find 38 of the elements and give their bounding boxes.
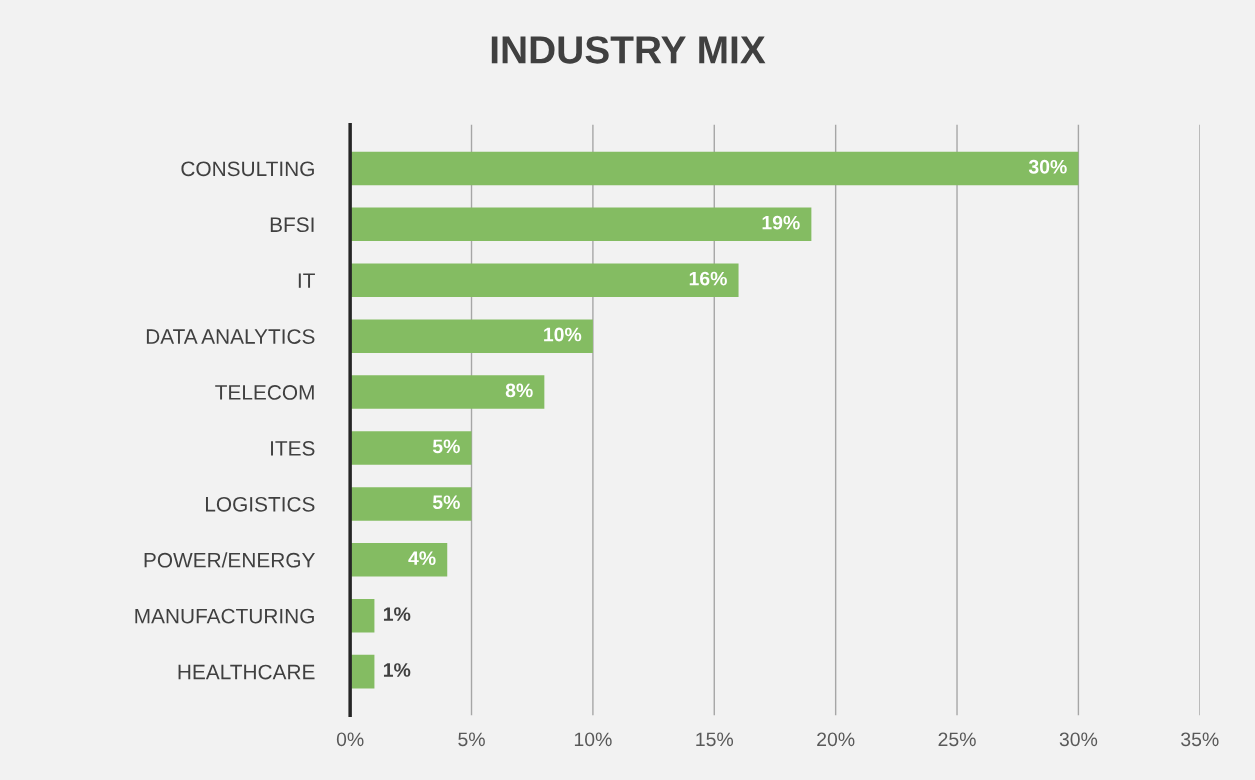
x-tick-label: 20% [817,732,855,747]
bar [350,543,448,577]
bar [350,263,739,298]
y-tick-label: CONSULTING [181,161,314,177]
data-label: 10% [544,327,582,342]
bar [350,598,375,633]
y-tick-label: HEALTHCARE [178,664,315,680]
x-tick-label: 35% [1181,732,1219,747]
x-tick-label: 25% [938,732,976,747]
bar [350,319,593,353]
data-label: 19% [762,215,800,230]
data-label: 16% [689,271,727,286]
bar [350,375,545,409]
data-label: 5% [432,495,460,510]
x-tick-label: 5% [458,732,485,747]
y-tick-label: DATA ANALYTICS [146,329,315,344]
bar [350,431,472,465]
y-tick-label: ITES [271,440,315,456]
data-label: 1% [383,607,411,621]
y-tick-label: MANUFACTURING [135,608,314,624]
bar [350,487,472,521]
data-label: 1% [383,663,411,677]
x-tick-label: 15% [696,732,734,747]
y-tick-label: IT [298,273,315,288]
y-tick-label: LOGISTICS [206,496,315,512]
x-tick-label: 30% [1059,732,1098,747]
x-tick-label: 0% [336,732,364,747]
chart-title: INDUSTRY MIX [491,36,766,64]
y-tick-label: TELECOM [215,385,314,400]
data-label: 8% [505,383,533,398]
data-label: 30% [1028,159,1067,174]
bar [350,151,1079,186]
x-tick-label: 10% [574,732,612,747]
bar [350,207,812,242]
y-tick-label: POWER/ENERGY [144,552,315,568]
y-tick-label: BFSI [270,217,314,233]
data-label: 4% [408,551,436,565]
data-label: 5% [432,439,460,454]
